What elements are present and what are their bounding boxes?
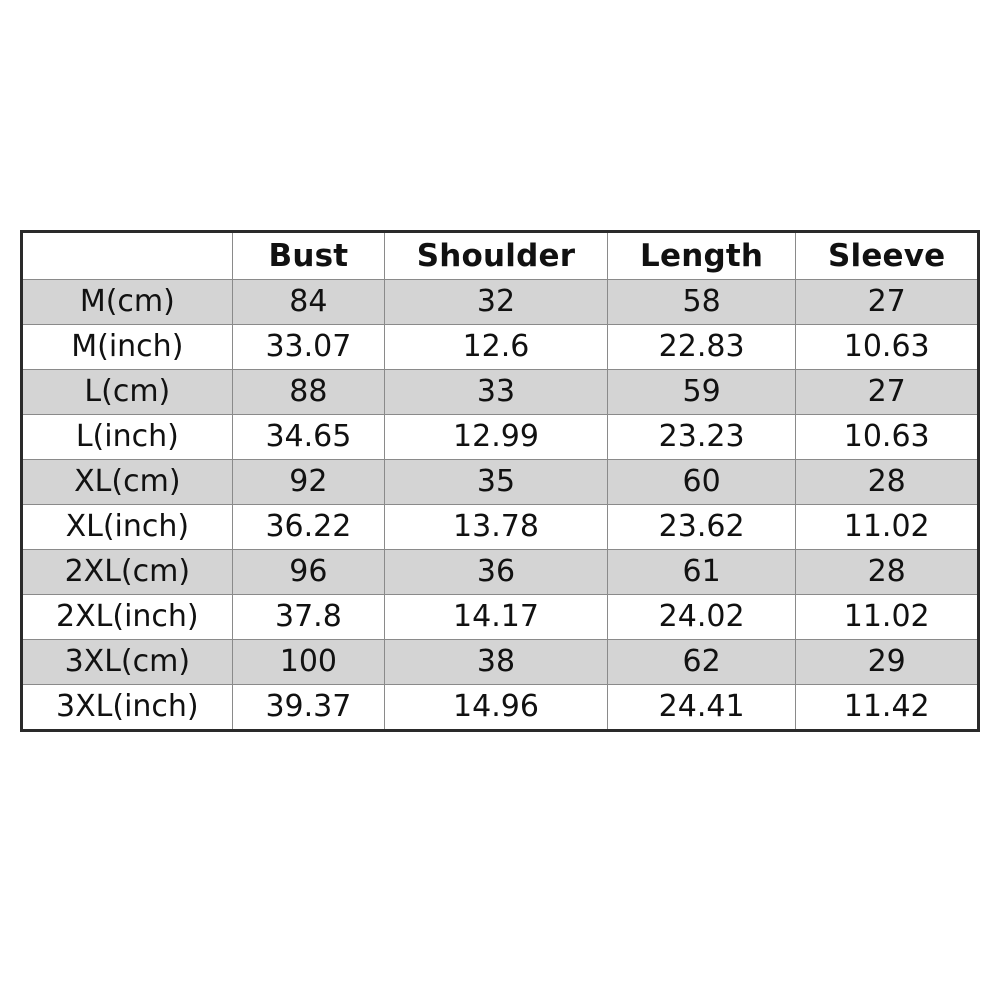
- table-row: 3XL(inch) 39.37 14.96 24.41 11.42: [21, 684, 979, 731]
- measurement-cell: 11.02: [795, 504, 979, 550]
- measurement-cell: 84: [231, 279, 386, 325]
- measurement-cell: 23.23: [606, 414, 797, 460]
- measurement-cell: 58: [606, 279, 797, 325]
- row-label-cell: M(inch): [21, 324, 233, 370]
- measurement-cell: 59: [606, 369, 797, 415]
- measurement-cell: 14.17: [384, 594, 608, 640]
- measurement-cell: 34.65: [231, 414, 386, 460]
- column-header-length: Length: [606, 231, 797, 280]
- measurement-cell: 22.83: [606, 324, 797, 370]
- measurement-cell: 12.99: [384, 414, 608, 460]
- measurement-cell: 88: [231, 369, 386, 415]
- measurement-cell: 11.42: [795, 684, 979, 731]
- measurement-cell: 10.63: [795, 414, 979, 460]
- measurement-cell: 13.78: [384, 504, 608, 550]
- measurement-cell: 36.22: [231, 504, 386, 550]
- row-label-cell: 3XL(inch): [21, 684, 233, 731]
- table-header: Bust Shoulder Length Sleeve: [21, 231, 979, 280]
- measurement-cell: 11.02: [795, 594, 979, 640]
- column-header-shoulder: Shoulder: [384, 231, 608, 280]
- row-label-cell: L(inch): [21, 414, 233, 460]
- measurement-cell: 28: [795, 459, 979, 505]
- measurement-cell: 32: [384, 279, 608, 325]
- measurement-cell: 24.41: [606, 684, 797, 731]
- row-label-cell: M(cm): [21, 279, 233, 325]
- measurement-cell: 14.96: [384, 684, 608, 731]
- table-row: M(cm) 84 32 58 27: [21, 279, 979, 325]
- measurement-cell: 61: [606, 549, 797, 595]
- table-row: XL(cm) 92 35 60 28: [21, 459, 979, 505]
- size-chart-table: Bust Shoulder Length Sleeve M(cm) 84 32 58 2…: [20, 230, 980, 732]
- measurement-cell: 60: [606, 459, 797, 505]
- column-header-bust: Bust: [231, 231, 386, 280]
- table-row: M(inch) 33.07 12.6 22.83 10.63: [21, 324, 979, 370]
- measurement-cell: 62: [606, 639, 797, 685]
- measurement-cell: 38: [384, 639, 608, 685]
- measurement-cell: 27: [795, 279, 979, 325]
- column-header-size: [21, 231, 233, 280]
- row-label-cell: 2XL(inch): [21, 594, 233, 640]
- table-body: M(cm) 84 32 58 27 M(inch) 33.07 12.6 22.83 10.63 L…: [21, 279, 979, 731]
- table-row: 2XL(cm) 96 36 61 28: [21, 549, 979, 595]
- measurement-cell: 39.37: [231, 684, 386, 731]
- table-row: 2XL(inch) 37.8 14.17 24.02 11.02: [21, 594, 979, 640]
- measurement-cell: 37.8: [231, 594, 386, 640]
- measurement-cell: 24.02: [606, 594, 797, 640]
- measurement-cell: 23.62: [606, 504, 797, 550]
- table-row: 3XL(cm) 100 38 62 29: [21, 639, 979, 685]
- row-label-cell: 3XL(cm): [21, 639, 233, 685]
- measurement-cell: 96: [231, 549, 386, 595]
- measurement-cell: 10.63: [795, 324, 979, 370]
- measurement-cell: 35: [384, 459, 608, 505]
- row-label-cell: XL(inch): [21, 504, 233, 550]
- measurement-cell: 33: [384, 369, 608, 415]
- measurement-cell: 36: [384, 549, 608, 595]
- row-label-cell: 2XL(cm): [21, 549, 233, 595]
- measurement-cell: 33.07: [231, 324, 386, 370]
- measurement-cell: 27: [795, 369, 979, 415]
- measurement-cell: 29: [795, 639, 979, 685]
- row-label-cell: XL(cm): [21, 459, 233, 505]
- table-row: L(cm) 88 33 59 27: [21, 369, 979, 415]
- measurement-cell: 100: [231, 639, 386, 685]
- measurement-cell: 12.6: [384, 324, 608, 370]
- measurement-cell: 92: [231, 459, 386, 505]
- measurement-cell: 28: [795, 549, 979, 595]
- row-label-cell: L(cm): [21, 369, 233, 415]
- header-row: Bust Shoulder Length Sleeve: [21, 231, 979, 280]
- table-row: XL(inch) 36.22 13.78 23.62 11.02: [21, 504, 979, 550]
- column-header-sleeve: Sleeve: [795, 231, 979, 280]
- table-row: L(inch) 34.65 12.99 23.23 10.63: [21, 414, 979, 460]
